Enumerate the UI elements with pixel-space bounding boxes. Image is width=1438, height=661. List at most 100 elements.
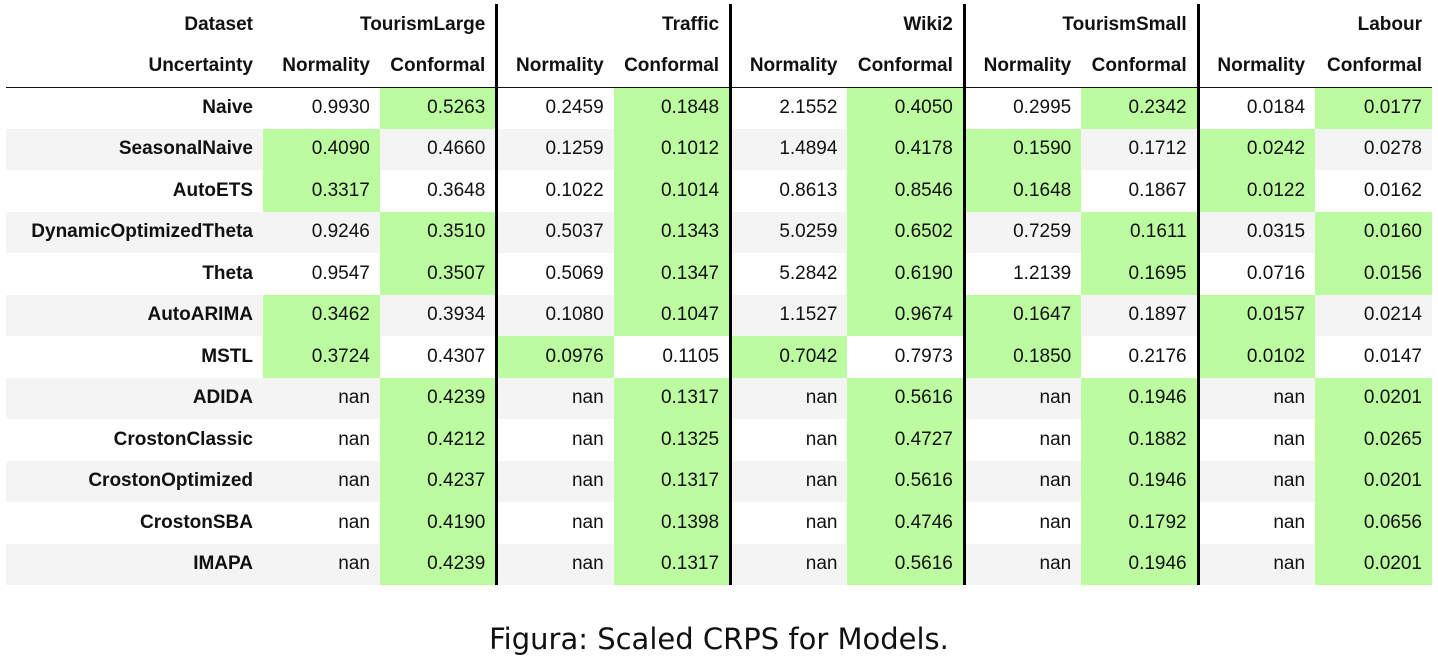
method-header-normality: Normality bbox=[263, 46, 380, 88]
model-name: CrostonClassic bbox=[113, 428, 253, 450]
table-row: CrostonSBA nan 0.4190 nan 0.1398 nan 0.4746 nan… bbox=[6, 502, 1432, 544]
score-cell: 0.2459 bbox=[495, 87, 614, 129]
score-cell: 0.0265 bbox=[1315, 419, 1432, 461]
score-cell: nan bbox=[263, 543, 380, 585]
score-cell: 0.5263 bbox=[379, 87, 497, 129]
score-cell: 0.0122 bbox=[1196, 170, 1316, 212]
score-cell: 0.0147 bbox=[1363, 345, 1422, 367]
score-cell: 0.7973 bbox=[894, 345, 953, 367]
score-cell: 0.5037 bbox=[495, 211, 614, 253]
score-cell: 0.4212 bbox=[379, 419, 497, 461]
score-cell: 0.3648 bbox=[427, 179, 486, 201]
score-cell: 0.0201 bbox=[1315, 377, 1432, 419]
score-cell: 0.6190 bbox=[847, 253, 965, 295]
score-cell: 0.1347 bbox=[613, 253, 731, 295]
score-cell: 5.0259 bbox=[729, 211, 848, 253]
score-cell: 0.9930 bbox=[311, 97, 370, 118]
score-cell: 0.1712 bbox=[1081, 128, 1199, 170]
score-cell: nan bbox=[962, 502, 1082, 544]
score-cell: 0.1946 bbox=[1081, 543, 1199, 585]
score-cell: 0.0656 bbox=[1315, 502, 1432, 544]
score-cell: 0.2176 bbox=[1128, 345, 1187, 367]
model-name: CrostonSBA bbox=[140, 511, 253, 533]
score-cell: 0.3507 bbox=[379, 253, 497, 295]
score-cell: 0.0177 bbox=[1315, 87, 1432, 129]
score-cell: nan bbox=[962, 419, 1082, 461]
dataset-header: Wiki2 bbox=[729, 4, 965, 46]
score-cell: 0.1867 bbox=[1128, 179, 1187, 201]
score-cell: 0.1022 bbox=[495, 170, 614, 212]
score-cell: 0.1850 bbox=[962, 336, 1082, 378]
table-row: CrostonClassic nan 0.4212 nan 0.1325 nan 0.472… bbox=[6, 419, 1432, 461]
score-cell: 0.3462 bbox=[263, 294, 380, 336]
score-cell: nan bbox=[729, 419, 848, 461]
figure-caption: Figura: Scaled CRPS for Models. bbox=[489, 622, 949, 656]
score-cell: 0.1946 bbox=[1081, 377, 1199, 419]
method-header-normality: Normality bbox=[495, 46, 614, 88]
score-cell: 0.0102 bbox=[1196, 336, 1316, 378]
model-name: ADIDA bbox=[6, 377, 263, 419]
score-cell: 0.4090 bbox=[263, 128, 380, 170]
score-cell: 0.1398 bbox=[613, 502, 731, 544]
score-cell: 1.1527 bbox=[729, 294, 848, 336]
score-cell: 0.3724 bbox=[263, 336, 380, 378]
score-cell: 0.1317 bbox=[613, 460, 731, 502]
score-cell: 0.4190 bbox=[379, 502, 497, 544]
score-cell: 0.3510 bbox=[379, 211, 497, 253]
score-cell: nan bbox=[495, 419, 614, 461]
score-cell: nan bbox=[1196, 502, 1316, 544]
model-name: MSTL bbox=[201, 345, 253, 367]
score-cell: nan bbox=[729, 543, 848, 585]
score-cell: 0.5616 bbox=[847, 543, 965, 585]
dataset-label: Dataset bbox=[184, 14, 253, 35]
method-header-normality: Normality bbox=[962, 46, 1082, 88]
score-cell: 0.1897 bbox=[1081, 294, 1199, 336]
score-cell: 0.4237 bbox=[379, 460, 497, 502]
score-cell: 0.3317 bbox=[263, 170, 380, 212]
score-cell: nan bbox=[1196, 419, 1316, 461]
score-cell: 0.2342 bbox=[1081, 87, 1199, 129]
table-row: Theta 0.9547 0.3507 0.5069 0.1347 5.2842 0.619… bbox=[6, 253, 1432, 295]
table-row: AutoARIMA 0.3462 0.3934 0.1080 0.1047 1.1527 0… bbox=[6, 294, 1432, 336]
score-cell: nan bbox=[338, 428, 370, 450]
score-cell: 0.4660 bbox=[379, 128, 497, 170]
method-header-normality: Normality bbox=[729, 46, 848, 88]
score-cell: 0.4239 bbox=[379, 543, 497, 585]
score-cell: nan bbox=[1196, 543, 1316, 585]
method-header-conformal: Conformal bbox=[1081, 46, 1199, 88]
score-cell: 0.8546 bbox=[847, 170, 965, 212]
table-row: CrostonOptimized nan 0.4237 nan 0.1317 nan 0.5… bbox=[6, 460, 1432, 502]
score-cell: 0.4727 bbox=[847, 419, 965, 461]
score-cell: 0.0184 bbox=[1196, 87, 1316, 129]
score-cell: 0.0156 bbox=[1315, 253, 1432, 295]
model-name: DynamicOptimizedTheta bbox=[6, 211, 263, 253]
score-cell: nan bbox=[495, 377, 614, 419]
score-cell: 0.5616 bbox=[847, 377, 965, 419]
score-cell: 0.1047 bbox=[613, 294, 731, 336]
score-cell: 0.0162 bbox=[1363, 179, 1422, 201]
score-cell: 0.0242 bbox=[1196, 128, 1316, 170]
score-cell: 0.1648 bbox=[962, 170, 1082, 212]
score-cell: 0.4746 bbox=[847, 502, 965, 544]
score-cell: nan bbox=[495, 543, 614, 585]
score-cell: 0.1848 bbox=[613, 87, 731, 129]
score-cell: 0.1014 bbox=[613, 170, 731, 212]
score-cell: 0.6502 bbox=[847, 211, 965, 253]
score-cell: 0.2995 bbox=[962, 87, 1082, 129]
method-header-conformal: Conformal bbox=[379, 46, 497, 88]
score-cell: nan bbox=[962, 377, 1082, 419]
score-cell: nan bbox=[1196, 460, 1316, 502]
score-cell: 0.0201 bbox=[1315, 460, 1432, 502]
score-cell: 0.8613 bbox=[729, 170, 848, 212]
score-cell: 0.1317 bbox=[613, 377, 731, 419]
model-name: AutoARIMA bbox=[6, 294, 263, 336]
dataset-header-row: Dataset TourismLarge Traffic Wiki2 TourismSm… bbox=[6, 4, 1432, 46]
score-cell: 2.1552 bbox=[729, 87, 848, 129]
dataset-header: TourismLarge bbox=[360, 14, 486, 35]
score-cell: nan bbox=[729, 502, 848, 544]
model-name: Theta bbox=[202, 262, 253, 284]
uncertainty-header-row: Uncertainty Normality Conformal Normality C… bbox=[6, 46, 1432, 88]
score-cell: 0.1080 bbox=[495, 294, 614, 336]
score-cell: nan bbox=[962, 543, 1082, 585]
score-cell: 0.1946 bbox=[1081, 460, 1199, 502]
